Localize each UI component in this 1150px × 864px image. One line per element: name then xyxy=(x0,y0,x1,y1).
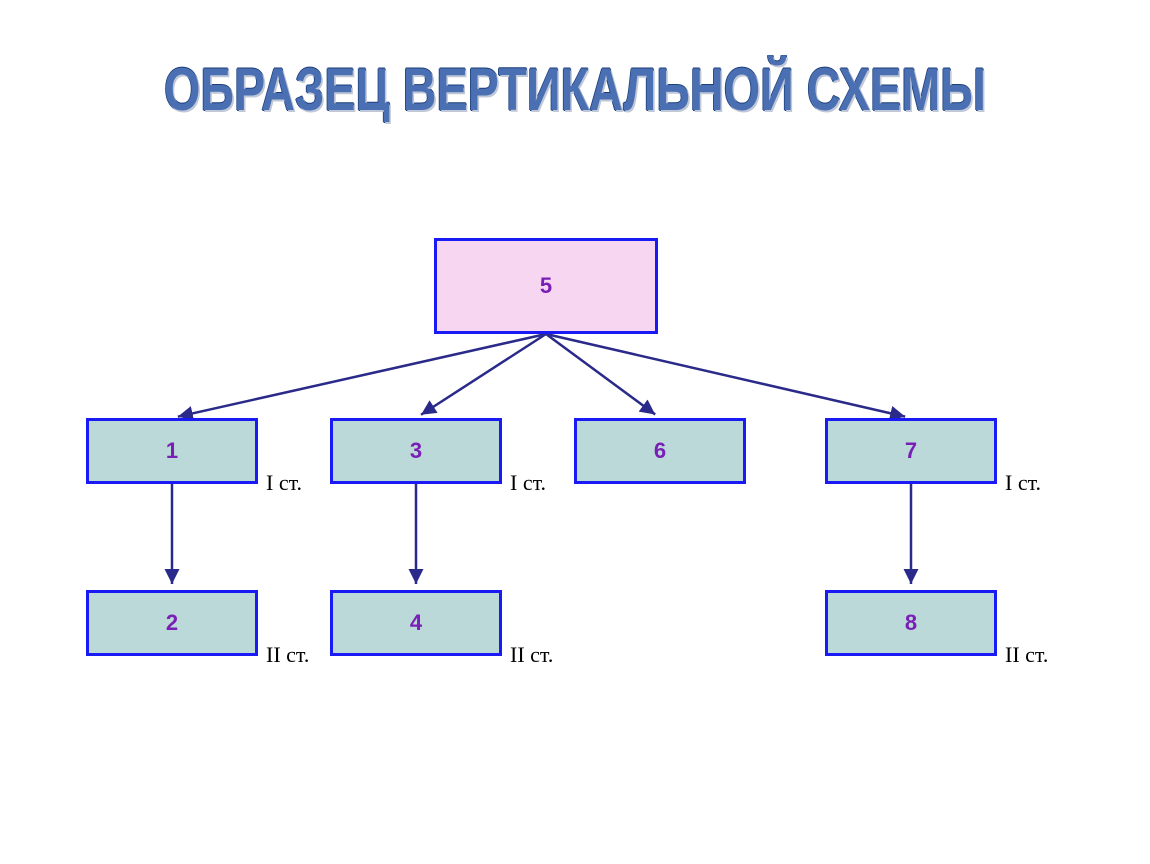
side-label: II ст. xyxy=(510,642,553,668)
node-label: 6 xyxy=(654,438,666,464)
edge-n5-n6 xyxy=(546,334,655,414)
node-n8: 8 xyxy=(825,590,997,656)
node-label: 7 xyxy=(905,438,917,464)
node-n2: 2 xyxy=(86,590,258,656)
node-label: 5 xyxy=(540,273,552,299)
side-label: II ст. xyxy=(1005,642,1048,668)
node-label: 8 xyxy=(905,610,917,636)
side-label: I ст. xyxy=(1005,470,1041,496)
node-n1: 1 xyxy=(86,418,258,484)
node-label: 1 xyxy=(166,438,178,464)
side-label: I ст. xyxy=(510,470,546,496)
diagram-stage: ОБРАЗЕЦ ВЕРТИКАЛЬНОЙ СХЕМЫ 5 1 3 6 7 2 4 8 I ст.… xyxy=(0,0,1150,864)
node-n7: 7 xyxy=(825,418,997,484)
node-label: 2 xyxy=(166,610,178,636)
node-label: 3 xyxy=(410,438,422,464)
node-n5: 5 xyxy=(434,238,658,334)
node-n6: 6 xyxy=(574,418,746,484)
diagram-title: ОБРАЗЕЦ ВЕРТИКАЛЬНОЙ СХЕМЫ xyxy=(127,55,1024,124)
side-label: II ст. xyxy=(266,642,309,668)
side-label: I ст. xyxy=(266,470,302,496)
edge-n5-n3 xyxy=(421,334,546,415)
node-n4: 4 xyxy=(330,590,502,656)
edge-n5-n1 xyxy=(178,334,546,417)
title-text: ОБРАЗЕЦ ВЕРТИКАЛЬНОЙ СХЕМЫ xyxy=(164,56,986,123)
node-n3: 3 xyxy=(330,418,502,484)
edge-n5-n7 xyxy=(546,334,905,417)
node-label: 4 xyxy=(410,610,422,636)
